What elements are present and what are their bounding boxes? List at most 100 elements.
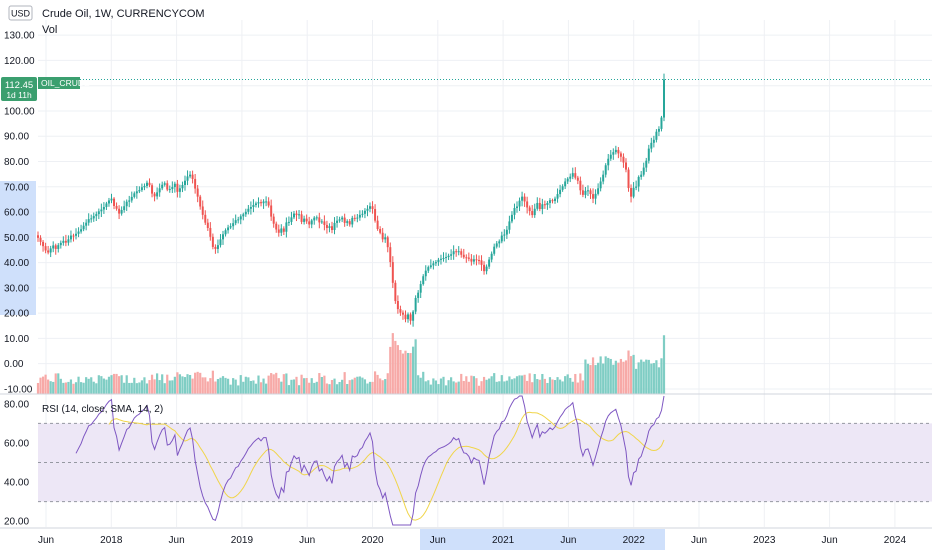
volume-bar bbox=[125, 375, 128, 394]
candle-body bbox=[414, 297, 417, 312]
candle-body bbox=[181, 185, 184, 189]
candle-body bbox=[153, 193, 156, 197]
volume-bar bbox=[657, 367, 661, 394]
candle-body bbox=[657, 128, 660, 132]
price-tick-label: 0.00 bbox=[4, 359, 24, 370]
candle-body bbox=[323, 221, 326, 225]
volume-bar bbox=[107, 376, 111, 394]
volume-bar bbox=[224, 377, 227, 394]
volume-bar bbox=[148, 380, 151, 394]
candle-body bbox=[110, 198, 113, 201]
candle-body bbox=[361, 213, 364, 215]
candle-body bbox=[166, 183, 169, 190]
volume-bar bbox=[254, 383, 258, 394]
candle-body bbox=[401, 312, 404, 315]
volume-bar bbox=[366, 383, 369, 394]
candle-body bbox=[90, 218, 93, 220]
volume-bar bbox=[259, 382, 263, 394]
volume-bar bbox=[287, 385, 291, 394]
volume-bar bbox=[452, 381, 455, 394]
volume-bar bbox=[574, 373, 577, 394]
volume-bar bbox=[130, 382, 133, 394]
time-tick-label: 2023 bbox=[753, 535, 776, 546]
volume-bar bbox=[216, 379, 220, 394]
time-axis-highlight bbox=[420, 529, 665, 550]
volume-bar bbox=[637, 362, 640, 394]
price-axis: 130.00120.00110.00100.0090.0080.0070.006… bbox=[4, 31, 35, 396]
volume-bar bbox=[87, 378, 90, 394]
rsi-tick-label: 60.00 bbox=[4, 438, 29, 449]
candle-body bbox=[183, 180, 186, 186]
candle-body bbox=[244, 211, 247, 215]
volume-bar bbox=[518, 375, 521, 394]
volume-bar bbox=[401, 353, 405, 394]
candle-body bbox=[232, 223, 235, 227]
price-tag-value: 112.45 bbox=[5, 80, 33, 91]
volume-bar bbox=[455, 382, 458, 394]
volume-bar bbox=[158, 380, 161, 394]
candle-body bbox=[528, 207, 531, 212]
candle-body bbox=[356, 217, 359, 219]
candle-body bbox=[445, 257, 448, 259]
candle-body bbox=[201, 206, 204, 215]
candle-body bbox=[173, 183, 176, 188]
volume-bar bbox=[477, 385, 481, 394]
candle-body bbox=[564, 181, 567, 187]
candle-body bbox=[196, 188, 199, 197]
volume-bar bbox=[351, 379, 354, 394]
candle-body bbox=[645, 160, 648, 168]
volume-bar bbox=[280, 381, 283, 394]
volume-bar bbox=[655, 360, 658, 394]
time-tick-label: Jun bbox=[299, 535, 315, 546]
volume-bar bbox=[523, 374, 526, 394]
volume-bar bbox=[59, 378, 62, 394]
volume-bar bbox=[166, 374, 169, 394]
candle-body bbox=[85, 222, 88, 226]
price-tick-label: 40.00 bbox=[4, 258, 29, 269]
candle-body bbox=[652, 139, 655, 143]
candle-body bbox=[333, 222, 336, 230]
volume-bar bbox=[490, 376, 493, 394]
volume-bar bbox=[183, 377, 187, 394]
volume-bar bbox=[444, 385, 448, 394]
candle-body bbox=[604, 165, 607, 175]
volume-bar bbox=[460, 373, 463, 394]
volume-bar bbox=[57, 373, 60, 394]
volume-bar bbox=[650, 363, 653, 394]
currency-badge-box[interactable] bbox=[8, 5, 33, 21]
candle-body bbox=[135, 191, 138, 194]
volume-bar bbox=[543, 378, 546, 394]
rsi-tick-label: 80.00 bbox=[4, 399, 29, 410]
volume-bar bbox=[422, 371, 425, 394]
candle-body bbox=[569, 176, 572, 179]
volume-bar bbox=[211, 370, 214, 394]
price-tick-label: 20.00 bbox=[4, 309, 29, 320]
volume-bar bbox=[371, 381, 374, 394]
volume-bar bbox=[176, 372, 179, 394]
candle-body bbox=[637, 176, 640, 187]
volume-bar bbox=[394, 340, 397, 394]
candle-body bbox=[224, 230, 227, 235]
candle-body bbox=[351, 217, 354, 225]
volume-bar bbox=[526, 380, 529, 394]
candle-body bbox=[214, 246, 217, 249]
volume-bar bbox=[447, 380, 450, 394]
candle-body bbox=[404, 314, 407, 320]
candle-body bbox=[452, 251, 455, 255]
candle-body bbox=[612, 152, 615, 155]
volume-bar bbox=[434, 380, 438, 394]
volume-bar bbox=[406, 352, 410, 394]
currency-badge[interactable]: USD bbox=[11, 9, 31, 19]
volume-bar bbox=[168, 380, 171, 394]
volume-bar bbox=[419, 377, 422, 394]
volume-bar bbox=[594, 365, 597, 394]
candle-body bbox=[44, 246, 47, 251]
candle-body bbox=[189, 174, 192, 177]
candle-body bbox=[495, 243, 498, 247]
volume-bar bbox=[358, 376, 361, 394]
candle-body bbox=[67, 239, 70, 243]
volume-bar bbox=[199, 372, 202, 394]
candle-body bbox=[480, 260, 483, 265]
candle-body bbox=[523, 196, 526, 202]
candle-body bbox=[477, 260, 480, 262]
